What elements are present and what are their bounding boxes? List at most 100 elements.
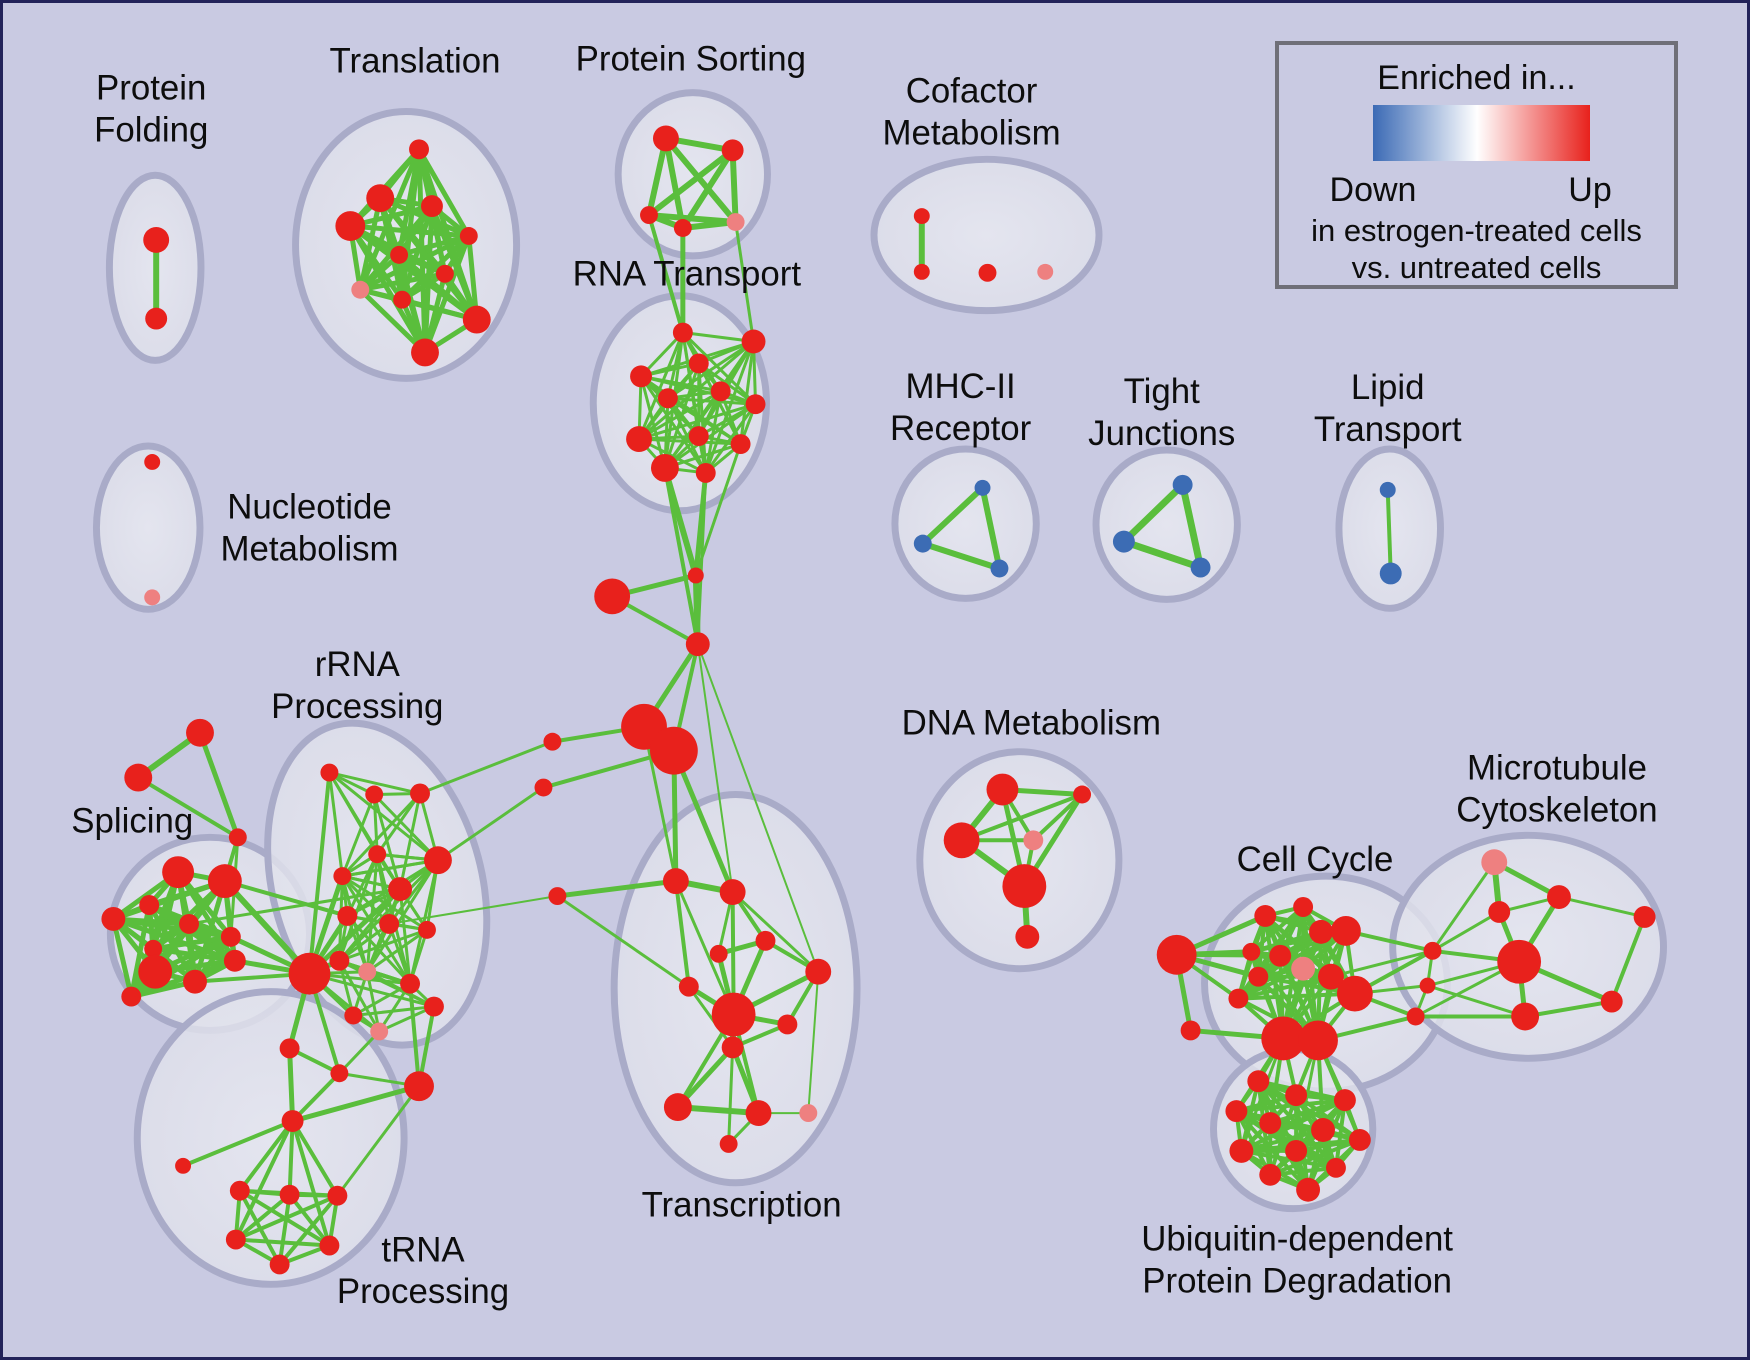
node-br2[interactable] xyxy=(1419,977,1436,994)
node-rt11[interactable] xyxy=(650,454,679,482)
node-cc9[interactable] xyxy=(1318,963,1344,990)
node-sp3[interactable] xyxy=(139,895,160,915)
node-rr4[interactable] xyxy=(368,845,387,864)
node-cc1[interactable] xyxy=(1254,905,1277,927)
node-tx11[interactable] xyxy=(745,1100,772,1127)
node-ccL[interactable] xyxy=(1156,934,1197,975)
node-rt8[interactable] xyxy=(626,426,652,453)
node-ub11[interactable] xyxy=(1259,1163,1282,1186)
node-ot1[interactable] xyxy=(186,718,214,747)
node-rr5[interactable] xyxy=(423,846,452,875)
node-ub2[interactable] xyxy=(1285,1084,1308,1107)
node-ch5[interactable] xyxy=(649,726,698,775)
node-tx2[interactable] xyxy=(719,879,746,906)
node-mh3[interactable] xyxy=(990,559,1009,578)
node-ch7[interactable] xyxy=(534,778,553,797)
node-tj3[interactable] xyxy=(1190,557,1211,578)
node-sp6[interactable] xyxy=(220,926,241,947)
node-dm1[interactable] xyxy=(986,773,1019,806)
node-tr2[interactable] xyxy=(366,184,395,213)
node-tr8[interactable] xyxy=(351,280,370,299)
node-rt12[interactable] xyxy=(695,462,716,483)
node-sp11[interactable] xyxy=(121,986,142,1007)
node-rr6[interactable] xyxy=(333,867,352,886)
node-dm2[interactable] xyxy=(1073,785,1092,804)
node-tx10[interactable] xyxy=(663,1093,692,1122)
node-sp8[interactable] xyxy=(138,954,173,989)
node-rr20[interactable] xyxy=(404,1071,434,1102)
node-ub10[interactable] xyxy=(1326,1157,1346,1178)
node-ps1[interactable] xyxy=(652,125,679,152)
node-cc10[interactable] xyxy=(1336,975,1373,1012)
node-tx7[interactable] xyxy=(711,992,756,1037)
node-mh2[interactable] xyxy=(913,534,932,553)
node-tx6[interactable] xyxy=(678,976,699,997)
node-tx12[interactable] xyxy=(799,1104,818,1123)
node-dm6[interactable] xyxy=(1015,924,1040,949)
node-ub5[interactable] xyxy=(1259,1112,1282,1134)
node-mt6[interactable] xyxy=(1511,1002,1540,1031)
node-mh1[interactable] xyxy=(974,479,991,496)
node-cc13[interactable] xyxy=(1298,1020,1338,1061)
node-rr2[interactable] xyxy=(365,785,384,804)
node-rt9[interactable] xyxy=(688,426,709,447)
node-tn2[interactable] xyxy=(175,1157,192,1174)
node-rr9[interactable] xyxy=(379,913,400,934)
node-tn5[interactable] xyxy=(327,1185,348,1206)
node-ccL2[interactable] xyxy=(1180,1020,1201,1041)
node-br1[interactable] xyxy=(1423,941,1442,960)
node-ps3[interactable] xyxy=(640,206,658,225)
node-dm4[interactable] xyxy=(1023,830,1044,851)
node-sp9[interactable] xyxy=(183,969,207,994)
node-tr11[interactable] xyxy=(411,338,439,367)
node-ch1[interactable] xyxy=(687,567,704,584)
node-ch6[interactable] xyxy=(543,732,562,751)
node-ub8[interactable] xyxy=(1229,1138,1254,1163)
node-tx4[interactable] xyxy=(709,944,728,963)
node-tx8[interactable] xyxy=(777,1014,798,1035)
node-sp5[interactable] xyxy=(179,913,199,934)
node-mt7[interactable] xyxy=(1633,905,1656,928)
node-ot2[interactable] xyxy=(124,763,153,792)
node-rr13[interactable] xyxy=(358,962,377,981)
node-rr17[interactable] xyxy=(370,1022,389,1041)
node-rr3[interactable] xyxy=(410,783,430,804)
node-tx13[interactable] xyxy=(719,1134,738,1153)
node-mt4[interactable] xyxy=(1497,939,1542,984)
node-ub4[interactable] xyxy=(1225,1100,1248,1123)
node-tr5[interactable] xyxy=(459,227,478,245)
node-cc4[interactable] xyxy=(1330,915,1361,946)
node-ch8[interactable] xyxy=(548,887,567,906)
node-rt7[interactable] xyxy=(745,394,766,415)
node-sp1[interactable] xyxy=(162,856,195,889)
node-tr10[interactable] xyxy=(462,305,491,334)
node-tr6[interactable] xyxy=(390,245,409,264)
node-tx5[interactable] xyxy=(805,958,832,985)
node-rr1[interactable] xyxy=(320,763,339,782)
node-rr14[interactable] xyxy=(400,973,421,994)
node-mt2[interactable] xyxy=(1547,885,1571,909)
node-sp10[interactable] xyxy=(223,949,246,972)
node-cf3[interactable] xyxy=(978,263,997,282)
node-cf4[interactable] xyxy=(1037,263,1054,280)
node-tn6[interactable] xyxy=(225,1229,246,1250)
node-tr4[interactable] xyxy=(335,211,366,241)
node-lt1[interactable] xyxy=(1379,481,1396,498)
node-tj1[interactable] xyxy=(1172,474,1193,495)
node-cc11[interactable] xyxy=(1228,988,1249,1009)
node-rr15[interactable] xyxy=(423,996,444,1017)
node-ub7[interactable] xyxy=(1348,1129,1371,1151)
node-cc5[interactable] xyxy=(1242,942,1261,961)
node-rr19[interactable] xyxy=(330,1064,349,1083)
node-cc3[interactable] xyxy=(1309,919,1333,944)
node-rt6[interactable] xyxy=(657,388,678,409)
node-ub9[interactable] xyxy=(1285,1139,1308,1162)
node-rr8[interactable] xyxy=(337,905,358,926)
node-cf1[interactable] xyxy=(913,208,930,225)
node-pf2[interactable] xyxy=(145,307,168,330)
node-nm1[interactable] xyxy=(144,454,161,470)
node-ch3[interactable] xyxy=(685,632,710,657)
node-tn4[interactable] xyxy=(279,1184,300,1205)
node-rt4[interactable] xyxy=(688,353,709,374)
node-tn1[interactable] xyxy=(281,1110,304,1132)
